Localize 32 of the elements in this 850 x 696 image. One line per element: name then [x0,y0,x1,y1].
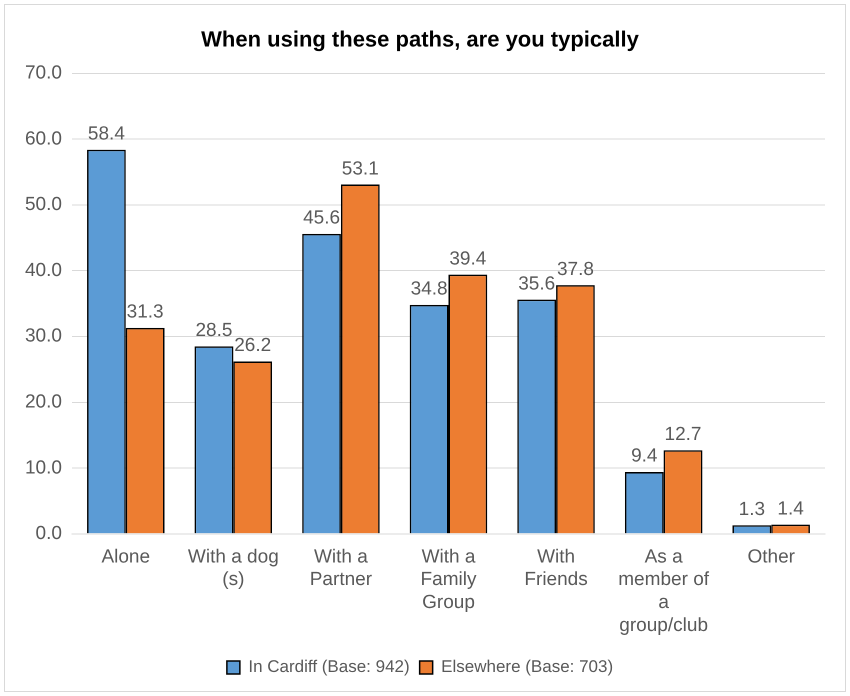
data-label: 26.2 [234,335,272,356]
y-tick-label: 50.0 [24,194,62,216]
data-label: 39.4 [449,248,487,270]
y-tick-label: 30.0 [24,326,62,347]
x-tick-label: With Friends [524,546,588,590]
y-tick-label: 60.0 [24,128,62,150]
x-tick-label: Alone [101,546,150,568]
x-tick-label: With a Partner [310,546,373,590]
data-label: 53.1 [342,158,379,180]
y-tick-label: 70.0 [24,62,62,84]
data-label: 9.4 [631,446,658,467]
data-label: 1.3 [738,498,766,520]
data-label: 37.8 [556,258,594,280]
y-tick-label: 20.0 [24,391,62,412]
data-label: 58.4 [88,123,126,144]
data-label: 12.7 [664,424,702,446]
data-label: 45.6 [303,208,340,229]
x-tick-label: Other [747,546,796,568]
x-tick-label: With a dog (s) [188,546,279,590]
data-label: 28.5 [195,320,232,342]
chart-title: When using these paths, are you typically [201,26,640,52]
legend-label: Elsewhere (Base: 703) [441,657,614,676]
x-tick-label: As a member of a group/club [618,546,710,636]
legend-label: In Cardiff (Base: 942) [248,657,410,676]
y-tick-label: 0.0 [36,523,62,544]
y-tick-label: 40.0 [24,260,62,281]
y-tick-label: 10.0 [24,457,62,478]
data-label: 1.4 [777,498,804,520]
data-label: 35.6 [518,273,556,294]
data-label: 34.8 [410,278,448,300]
data-label: 31.3 [126,302,164,323]
x-tick-label: With a Family Group [420,546,477,614]
